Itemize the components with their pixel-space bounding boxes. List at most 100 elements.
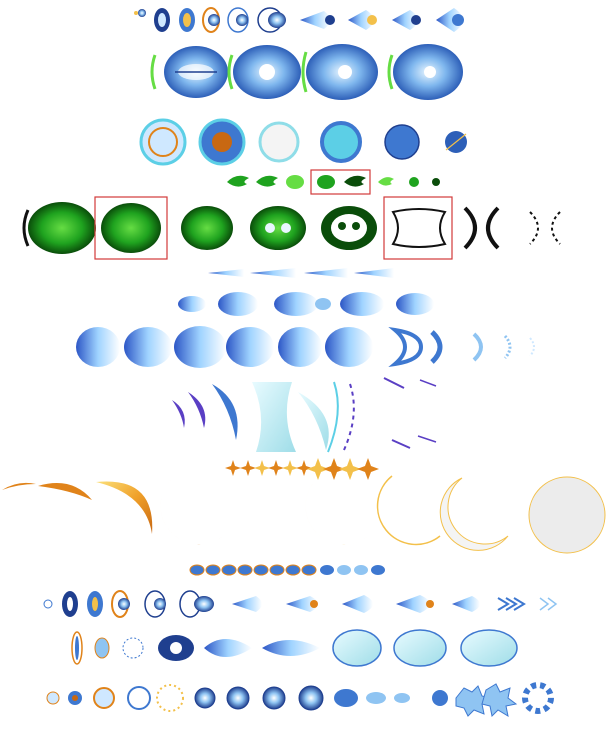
sprite-frame xyxy=(179,590,214,618)
sprite-frame xyxy=(334,689,358,707)
sprite-frame xyxy=(383,377,411,449)
sprite-frame xyxy=(2,482,36,490)
sprite-frame xyxy=(134,9,146,17)
sprite-frame xyxy=(22,202,96,254)
sprite-frame xyxy=(188,392,206,428)
row-purple-crescents xyxy=(172,377,437,453)
sprite-frame xyxy=(62,591,78,617)
sprite-frame xyxy=(286,175,304,189)
sprite-frame xyxy=(235,476,298,545)
sprite-frame xyxy=(43,599,53,609)
sprite-frame xyxy=(529,337,535,357)
sprite-frame xyxy=(156,684,184,712)
sprite-frame xyxy=(460,629,518,667)
sprite-frame xyxy=(286,596,318,612)
row-golden-crescents xyxy=(2,475,606,554)
sprite-frame xyxy=(539,597,558,611)
row-small-green-flames xyxy=(227,169,440,195)
sprite-frame xyxy=(256,175,278,187)
sprite-frame xyxy=(87,591,103,617)
sprite-frame xyxy=(262,686,286,710)
row-oval-gems xyxy=(189,564,385,576)
sprite-frame xyxy=(503,334,512,360)
sprite-frame xyxy=(392,10,421,30)
sprite-frame xyxy=(124,327,172,367)
sprite-frame xyxy=(298,685,324,711)
selection-box xyxy=(310,169,371,195)
sprite-frame xyxy=(178,296,206,312)
sprite-frame xyxy=(202,7,220,33)
sprite-frame xyxy=(258,121,300,163)
sprite-frame xyxy=(208,269,244,277)
sprite-frame xyxy=(204,639,252,657)
sprite-frame xyxy=(430,330,443,364)
sprite-frame xyxy=(198,118,246,166)
sprite-frame xyxy=(282,460,298,476)
sprite-frame xyxy=(436,8,464,32)
sprite-frame xyxy=(343,383,355,451)
sprite-frame xyxy=(144,590,166,618)
sprite-frame xyxy=(339,458,361,480)
sprite-frame xyxy=(417,379,437,443)
sprite-frame xyxy=(409,177,419,187)
row-blue-skull-heads xyxy=(150,44,463,100)
row-blue-darts xyxy=(208,268,394,278)
sprite-frame xyxy=(172,400,185,428)
row-blue-energy-shots xyxy=(71,629,518,667)
sprite-frame xyxy=(378,177,394,186)
sprite-frame xyxy=(76,327,120,367)
sprite-frame xyxy=(432,690,448,706)
row-green-skulls xyxy=(22,196,561,260)
sprite-frame xyxy=(439,477,509,551)
sprite-frame xyxy=(357,458,379,480)
sprite-frame xyxy=(323,458,345,480)
sprite-frame xyxy=(305,476,368,545)
sprite-frame xyxy=(354,268,394,278)
sprite-frame xyxy=(179,8,195,32)
sprite-frame xyxy=(154,8,170,32)
sprite-frame xyxy=(127,686,151,710)
sprite-frame xyxy=(393,629,447,667)
sprite-frame xyxy=(158,635,194,661)
sprite-frame xyxy=(232,596,262,612)
sprite-frame xyxy=(111,590,130,618)
row-explosion-sequence xyxy=(46,682,554,718)
sprite-frame xyxy=(194,687,216,709)
sprite-frame xyxy=(463,206,500,250)
sprite-frame xyxy=(332,629,382,667)
row-blue-flame-bursts xyxy=(178,292,434,316)
sprite-frame xyxy=(300,11,335,29)
sprite-frame xyxy=(240,460,256,476)
sprite-frame xyxy=(497,597,526,611)
selection-box xyxy=(94,196,168,260)
sprite-frame xyxy=(268,460,284,476)
sprite-frame xyxy=(307,458,329,480)
sprite-frame xyxy=(254,460,270,476)
sprite-frame xyxy=(226,686,250,710)
sprite-frame xyxy=(46,691,60,705)
sprite-frame xyxy=(139,118,187,166)
sprite-frame xyxy=(262,640,320,656)
sprite-frame xyxy=(189,564,205,576)
sprite-frame xyxy=(212,384,238,440)
sprite-frame xyxy=(94,637,110,659)
sprite-frame xyxy=(472,332,483,362)
sprite-frame xyxy=(285,564,301,576)
sprite-frame xyxy=(96,481,153,534)
sprite-frame xyxy=(226,327,274,367)
sprite-frame xyxy=(394,693,410,703)
sprite-frame xyxy=(340,292,384,316)
sprite-frame-selected xyxy=(317,175,335,189)
sprite-frame xyxy=(227,45,301,99)
sprite-frame xyxy=(342,595,373,613)
sprite-frame xyxy=(325,327,373,367)
sprite-frame xyxy=(522,682,554,714)
sprite-frame xyxy=(388,326,424,368)
sprite-frame xyxy=(253,564,269,576)
sprite-frame xyxy=(218,292,258,316)
sprite-frame xyxy=(396,293,434,315)
sprite-frame xyxy=(320,121,362,163)
sprite-frame xyxy=(304,268,348,278)
sprite-frame-selected xyxy=(391,208,447,248)
